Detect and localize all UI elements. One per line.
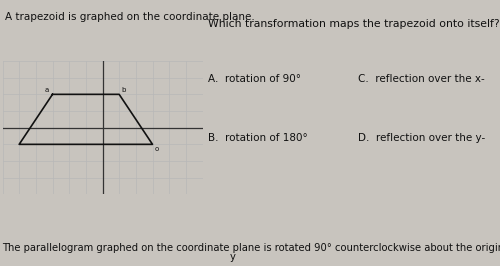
Text: y: y [230,252,236,262]
Text: a: a [45,87,49,93]
Text: The parallelogram graphed on the coordinate plane is rotated 90° counterclockwis: The parallelogram graphed on the coordin… [2,243,500,253]
Text: Which transformation maps the trapezoid onto itself?: Which transformation maps the trapezoid … [208,19,499,29]
Text: b: b [122,87,126,93]
Text: D.  reflection over the y-: D. reflection over the y- [358,133,485,143]
Text: o: o [155,146,159,152]
Text: C.  reflection over the x-: C. reflection over the x- [358,74,484,85]
Text: A.  rotation of 90°: A. rotation of 90° [208,74,300,85]
Text: B.  rotation of 180°: B. rotation of 180° [208,133,307,143]
Text: A trapezoid is graphed on the coordinate plane.: A trapezoid is graphed on the coordinate… [5,12,255,22]
